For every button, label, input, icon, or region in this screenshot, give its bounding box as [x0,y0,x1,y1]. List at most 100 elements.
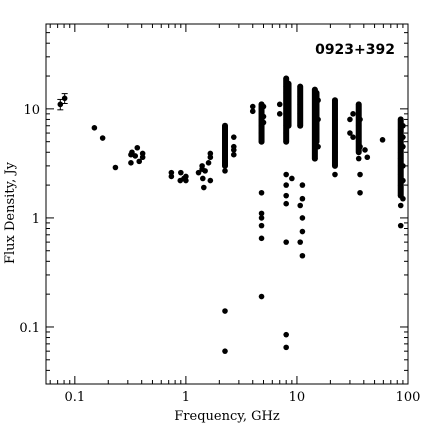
data-point [222,308,228,314]
data-point [201,184,207,191]
data-point [276,111,283,117]
data-point [355,111,362,117]
data-point [400,122,406,129]
data-point [183,173,189,180]
data-point [230,151,237,158]
data-point [355,122,362,129]
data-point [332,116,338,123]
data-point [207,177,214,184]
data-point [397,155,404,162]
data-point [132,153,139,159]
error-bar-points [57,93,68,111]
data-point [379,137,386,143]
data-point [347,130,353,136]
data-point [332,97,338,104]
axis-tick-labels: 0.1 1 10 100 0.1 1 10 [19,103,420,405]
data-point [297,93,304,100]
error-bar-point [61,95,68,102]
y-tick-label: 10 [23,103,40,118]
x-tick-label: 1 [182,390,190,405]
data-point [312,122,318,129]
data-point [178,169,184,176]
data-point [357,116,363,123]
data-point [222,163,228,169]
data-point [400,163,406,169]
y-axis-label: Flux Density, Jy [3,161,18,264]
data-point [128,160,134,166]
data-points [91,75,406,354]
data-point [222,147,228,153]
data-point [91,125,98,131]
data-point [260,103,267,110]
data-point [168,169,175,176]
data-point [199,163,205,169]
data-point [136,158,143,165]
source-name-annotation: 0923+392 [315,42,395,58]
data-point [283,171,289,178]
data-point [222,122,228,129]
data-point [357,189,363,196]
data-point [200,175,206,182]
data-point [312,101,318,108]
data-point [249,103,256,110]
data-point [230,134,237,140]
data-point [397,171,404,178]
data-point [299,215,306,221]
data-point [297,239,304,245]
data-point [258,189,265,196]
data-point [222,138,228,145]
data-point [299,228,306,235]
data-point [312,155,318,162]
data-point [258,130,265,136]
data-point [222,130,228,136]
data-point [183,177,189,184]
data-point [139,150,146,157]
data-point [258,293,265,300]
data-point [347,116,353,123]
data-point [297,111,304,117]
data-point [313,90,320,96]
data-point [222,348,228,354]
data-point [315,116,321,123]
axes-frame [45,23,409,385]
data-point [207,150,214,157]
data-point [400,195,406,202]
data-point [249,108,256,115]
data-point [299,195,306,202]
data-point [283,239,289,245]
data-point [289,175,295,182]
data-point [258,138,265,145]
data-point [397,202,404,209]
data-point [355,138,362,145]
data-point [299,252,306,259]
data-point [276,101,283,108]
data-point [400,143,406,150]
data-point [283,138,289,145]
data-point [332,130,338,136]
data-point [129,149,135,156]
data-point [283,331,289,338]
data-point [258,235,265,242]
data-point [205,160,212,166]
data-point [134,144,141,151]
data-point [364,154,371,161]
data-point [258,210,265,217]
data-point [258,215,265,221]
data-point [312,111,318,117]
data-point [355,155,362,162]
data-point [315,143,321,150]
x-tick-label: 0.1 [64,390,85,405]
data-point [258,222,265,229]
data-point [283,75,289,82]
data-point [397,116,404,123]
data-point [283,130,289,136]
data-point [350,111,356,117]
data-point [202,168,208,174]
data-point [283,182,289,188]
data-point [283,200,289,207]
data-point [112,164,119,171]
data-point [397,222,404,229]
data-point [99,135,106,141]
data-point [260,113,267,120]
